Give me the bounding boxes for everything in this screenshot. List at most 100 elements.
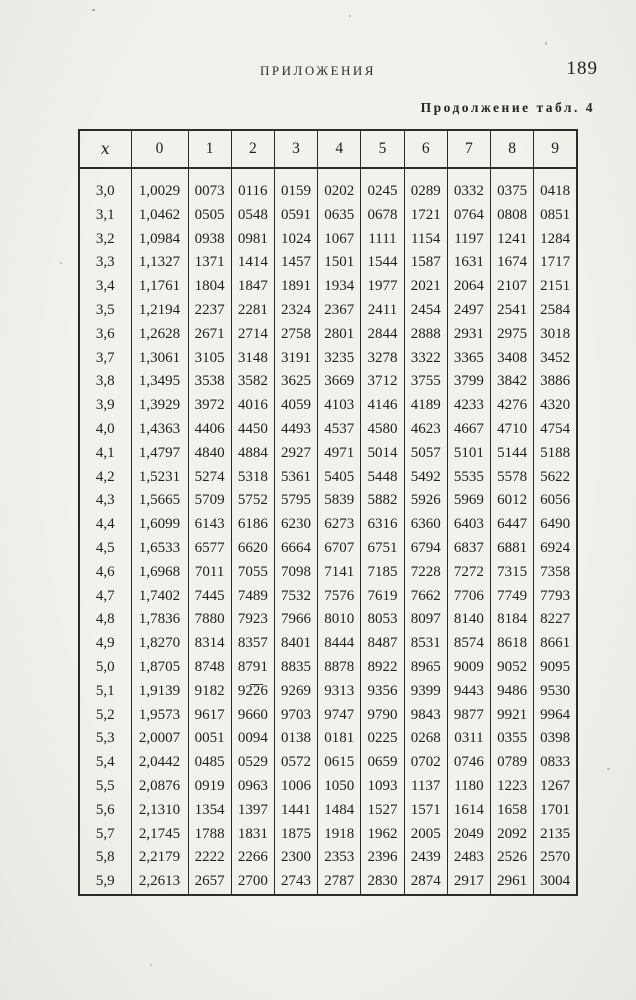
cell-x: 5,6 [95,801,115,818]
cell-value: 9486 [490,679,534,704]
cell-value: 7272 [446,560,491,585]
cell-value: 9399 [403,679,448,704]
cell-value: 1,1761 [130,275,188,299]
table-row: 3,5 1,2194 2237 2281 2324 2367 2411 2454 2497 254… [79,298,577,323]
cell-value: 1,6533 [130,536,188,561]
cell-value: 0094 [230,727,275,752]
cell-x: 5,3 [95,730,115,747]
cell-x: 5,1 [95,682,115,699]
cell-value: 0764 [446,203,491,228]
cell-value: 4320 [533,394,577,418]
cell-value: 3886 [533,370,577,395]
cell-value: 1197 [446,227,491,252]
cell-value: 5709 [187,489,232,514]
cell-value: 4537 [317,417,361,442]
cell-value: 6751 [360,536,405,561]
cell-value: 1721 [403,203,448,228]
cell-value: 2657 [187,870,232,895]
table-row: 3,1 1,0462 0505 0548 0591 0635 0678 1721 0764 080… [79,203,577,228]
cell-value: 2874 [403,870,448,895]
cell-x: 3,4 [95,278,115,295]
cell-x: 4,5 [95,539,115,556]
cell-value: 3018 [533,322,577,347]
cell-value: 5101 [446,441,491,466]
cell-value: 1223 [490,774,534,799]
cell-value: 0375 [490,168,534,204]
cell-value: 0138 [273,727,318,752]
cell-value: 1847 [230,275,275,299]
cell-value: 1,6968 [130,560,188,585]
cell-value: 2281 [230,298,275,323]
cell-value: 2353 [317,846,361,871]
cell-value: 3582 [230,370,275,395]
cell-value: 2222 [187,846,232,871]
cell-value: 3365 [446,346,491,371]
cell-value: 1397 [230,798,275,823]
cell-value: 1701 [533,798,577,823]
cell-value: 2497 [446,298,491,323]
table-row: 3,8 1,3495 3538 3582 3625 3669 3712 3755 3799 384… [79,370,577,395]
cell-value: 7185 [360,560,405,585]
table-row: 4,0 1,4363 4406 4450 4493 4537 4580 4623 4667 471… [79,417,577,442]
cell-value: 1717 [533,251,577,276]
cell-value: 2454 [403,298,448,323]
cell-value: 1,1327 [130,251,188,276]
cell-value: 2570 [533,846,577,871]
cell-value: 5318 [230,465,275,490]
cell-value: 0311 [446,727,491,752]
cell-value: 8097 [403,608,448,633]
cell-value: 5405 [317,465,361,490]
cell-value: 1111 [360,227,405,252]
cell-x: 3,0 [95,183,115,199]
cell-value: 1,5665 [130,489,188,514]
cell-value: 1,8705 [130,655,188,680]
cell-x: 4,4 [95,516,115,533]
cell-value: 8184 [490,608,534,633]
running-head: ПРИЛОЖЕНИЯ [260,63,376,78]
cell-value: 3191 [273,346,318,371]
cell-value: 5969 [446,489,491,514]
cell-value: 1,0029 [130,168,188,204]
cell-value: 1544 [360,251,405,276]
cell-value: 9182 [187,679,232,704]
cell-value: 1631 [446,251,491,276]
cell-value: 2,2179 [130,846,188,871]
cell-value: 1,6099 [130,513,188,537]
cell-value: 0659 [360,751,405,775]
cell-value: 0963 [230,774,275,799]
cell-value: 2135 [533,822,577,847]
cell-value: 1,3495 [130,370,188,395]
cell-value: 5144 [490,441,534,466]
cell-value: 2961 [490,870,534,895]
cell-value: 9921 [490,703,534,728]
cell-value: 2367 [317,298,361,323]
cell-value: 9052 [490,655,534,680]
cell-value: 2237 [187,298,232,323]
cell-value: 5882 [360,489,405,514]
cell-value: 6924 [533,536,577,561]
cell-value: 1093 [360,774,405,799]
cell-value: 1371 [187,251,232,276]
cell-value: 1614 [446,798,491,823]
cell-value: 4189 [403,394,448,418]
col-header-7: 7 [446,130,491,169]
cell-value: 6447 [490,513,534,537]
cell-value: 0073 [187,168,232,204]
cell-value: 4667 [446,417,491,442]
cell-value: 2584 [533,298,577,323]
cell-value: 9356 [360,679,405,704]
cell-value: 2541 [490,298,534,323]
cell-value: 6316 [360,513,405,537]
cell-value: 8835 [273,655,318,680]
cell-value: 9747 [317,703,361,728]
cell-value: 2801 [317,322,361,347]
cell-value: 0485 [187,751,232,775]
cell-value: 7923 [230,608,275,633]
cell-value: 2931 [446,322,491,347]
cell-value: 1457 [273,251,318,276]
cell-value: 9964 [533,703,577,728]
cell-value: 1788 [187,822,232,847]
cell-value: 1934 [317,275,361,299]
table-row: 5,1 1,9139 9182 9226 9269 9313 9356 9399 9443 948… [79,679,577,704]
cell-value: 8574 [446,632,491,656]
